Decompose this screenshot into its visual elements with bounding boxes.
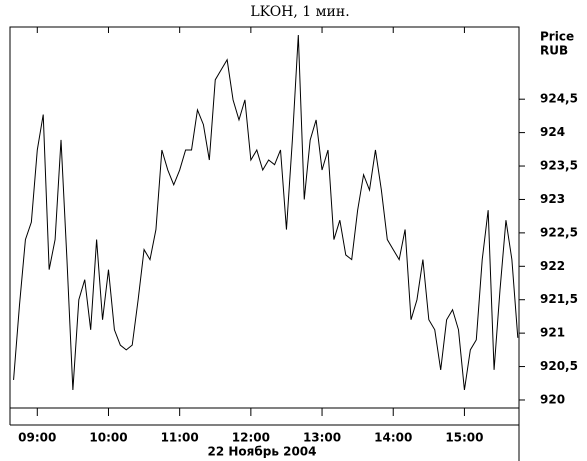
plot-frame xyxy=(9,26,520,409)
x-tick-label: 15:00 xyxy=(445,431,483,445)
y-tick-label: 920,5 xyxy=(540,359,578,373)
x-axis-label: 22 Ноябрь 2004 xyxy=(207,445,316,459)
chart-title: LKOH, 1 мин. xyxy=(250,4,349,20)
y-tick-label: 922,5 xyxy=(540,225,578,239)
y-tick-label: 923 xyxy=(540,192,565,206)
x-tick-label: 09:00 xyxy=(18,431,56,445)
y-tick-label: 924 xyxy=(540,125,565,139)
y-tick-label: 923,5 xyxy=(540,159,578,173)
price-line xyxy=(13,34,519,391)
y-tick-label: 921 xyxy=(540,326,565,340)
y-tick-label: 922 xyxy=(540,259,565,273)
y-axis-label: Price xyxy=(540,30,574,44)
x-tick-label: 11:00 xyxy=(161,431,199,445)
x-tick-label: 14:00 xyxy=(374,431,412,445)
y-tick-label: 920 xyxy=(540,392,565,406)
y-tick-label: 924,5 xyxy=(540,92,578,106)
x-tick-label: 13:00 xyxy=(303,431,341,445)
x-tick-label: 10:00 xyxy=(89,431,127,445)
x-tick-label: 12:00 xyxy=(232,431,270,445)
y-tick-label: 921,5 xyxy=(540,292,578,306)
y-axis-label: RUB xyxy=(540,44,568,58)
